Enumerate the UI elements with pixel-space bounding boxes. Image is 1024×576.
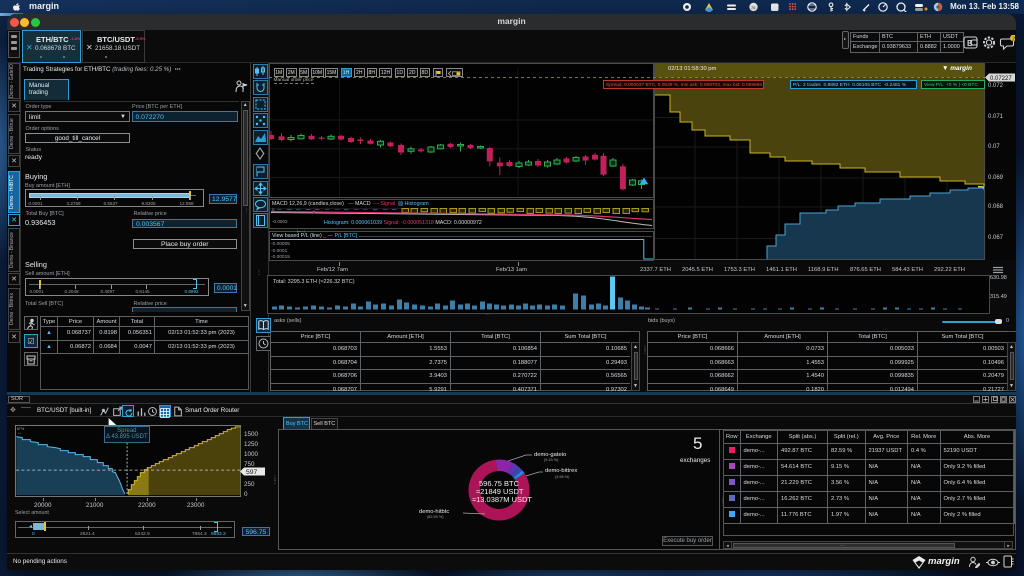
svg-text:76: 76 xyxy=(751,5,756,10)
svg-text:2: 2 xyxy=(1012,36,1015,42)
svg-text:597: 597 xyxy=(246,469,258,476)
svg-text:B: B xyxy=(967,39,973,48)
svg-text:0.07227: 0.07227 xyxy=(990,76,1012,82)
